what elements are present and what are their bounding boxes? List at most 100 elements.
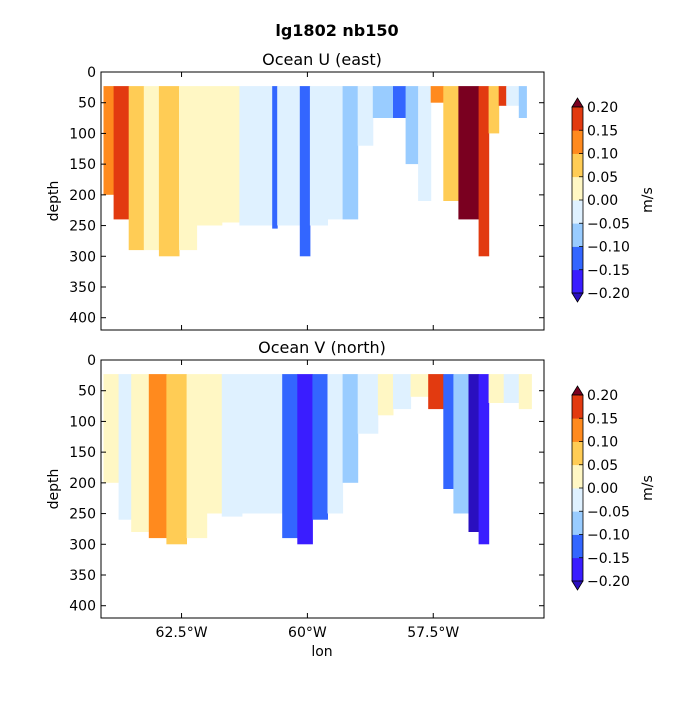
colorbar-swatch bbox=[572, 488, 583, 512]
contour-cell bbox=[458, 86, 479, 220]
colorbar-swatch bbox=[572, 130, 583, 154]
y-tick-label: 350 bbox=[69, 568, 96, 584]
colorbar-tick-label: 0.20 bbox=[587, 388, 618, 404]
colorbar-swatch bbox=[572, 223, 583, 247]
y-tick-label: 200 bbox=[69, 476, 96, 492]
colorbar-extend-top bbox=[571, 385, 584, 396]
contour-cell bbox=[143, 86, 160, 251]
y-tick-label: 300 bbox=[69, 537, 96, 553]
colorbar-tick-label: 0.05 bbox=[587, 458, 618, 474]
colorbar-extend-top bbox=[571, 97, 584, 108]
contour-cell bbox=[103, 86, 115, 195]
colorbar-swatch bbox=[572, 395, 583, 419]
contour-cell bbox=[342, 86, 359, 220]
x-tick-label: 62.5°W bbox=[156, 625, 208, 641]
y-label-v: depth bbox=[46, 469, 62, 510]
colorbar-swatch bbox=[572, 464, 583, 489]
contour-cell bbox=[410, 374, 429, 397]
colorbar-swatch bbox=[572, 557, 583, 582]
colorbar-v: −0.20 −0.15 −0.10 −0.05 0.00 0.05 0.10 0.15 0.20… bbox=[571, 385, 656, 591]
contour-cell bbox=[103, 374, 120, 483]
contour-cell bbox=[342, 374, 359, 483]
contour-cell bbox=[468, 374, 480, 532]
colorbar-swatch bbox=[572, 176, 583, 201]
contour-cell bbox=[428, 374, 444, 410]
figure-title: lg1802 nb150 bbox=[275, 21, 398, 40]
contour-cell bbox=[309, 86, 328, 226]
contour-cell bbox=[443, 374, 454, 489]
contour-cell bbox=[113, 86, 130, 220]
colorbar-tick-label: 0.05 bbox=[587, 170, 618, 186]
colorbar-label: m/s bbox=[640, 475, 656, 501]
y-tick-label: 250 bbox=[69, 507, 96, 523]
colorbar-tick-label: −0.10 bbox=[587, 528, 630, 544]
y-tick-label: 100 bbox=[69, 414, 96, 430]
contour-cell bbox=[488, 86, 500, 134]
plot-frame-v bbox=[100, 359, 545, 619]
contour-cell bbox=[148, 374, 167, 539]
y-tick-label: 300 bbox=[69, 249, 96, 265]
contour-cell bbox=[206, 374, 223, 514]
contour-cell bbox=[297, 374, 313, 545]
colorbar-tick-label: 0.00 bbox=[587, 481, 618, 497]
panel-ocean-u: Ocean U (east) 050100150200250300350400 … bbox=[46, 50, 545, 331]
y-label-u: depth bbox=[46, 181, 62, 222]
contour-cell bbox=[506, 86, 520, 106]
contour-cell bbox=[179, 86, 198, 251]
contour-cell bbox=[262, 374, 283, 514]
x-tick-label: 57.5°W bbox=[407, 625, 459, 641]
colorbar-tick-label: −0.20 bbox=[587, 286, 630, 302]
colorbar-u: −0.20 −0.15 −0.10 −0.05 0.00 0.05 0.10 0.15 0.20… bbox=[571, 97, 656, 303]
y-tick-label: 0 bbox=[87, 353, 96, 369]
contour-fill-u bbox=[103, 86, 527, 257]
contour-cell bbox=[478, 374, 490, 545]
y-axis-u: 0 50 100 150 200 250 300 350 400 bbox=[69, 65, 544, 327]
colorbar-tick-label: −0.05 bbox=[587, 504, 630, 520]
contour-cell bbox=[118, 374, 132, 520]
contour-cell bbox=[488, 374, 505, 403]
contour-cell bbox=[430, 86, 444, 103]
contour-cell bbox=[196, 86, 223, 226]
colorbar-extend-bottom bbox=[571, 292, 584, 303]
contour-cell bbox=[239, 86, 260, 226]
colorbar-tick-label: −0.20 bbox=[587, 574, 630, 590]
colorbar-swatch bbox=[572, 107, 583, 131]
colorbar-label: m/s bbox=[640, 187, 656, 213]
contour-cell bbox=[503, 374, 520, 403]
contour-cell bbox=[377, 374, 394, 416]
colorbar-swatch bbox=[572, 153, 583, 178]
y-tick-label: 250 bbox=[69, 219, 96, 235]
y-tick-label: 50 bbox=[78, 96, 96, 112]
plot-frame-u bbox=[100, 71, 545, 331]
panel-title-u: Ocean U (east) bbox=[262, 50, 382, 69]
contour-cell bbox=[443, 86, 459, 201]
contour-cell bbox=[478, 86, 490, 257]
contour-cell bbox=[299, 86, 311, 257]
panel-title-v: Ocean V (north) bbox=[258, 338, 386, 357]
contour-cell bbox=[282, 374, 298, 539]
colorbar-tick-label: 0.15 bbox=[587, 123, 618, 139]
colorbar-extend-bottom bbox=[571, 580, 584, 591]
colorbar-tick-label: −0.15 bbox=[587, 551, 630, 567]
panel-ocean-v: Ocean V (north) 0 50 100 150 200 250 300 350 400… bbox=[46, 338, 545, 660]
y-tick-label: 400 bbox=[69, 599, 96, 615]
y-tick-label: 50 bbox=[78, 384, 96, 400]
contour-cell bbox=[242, 374, 263, 514]
colorbar-tick-label: 0.15 bbox=[587, 411, 618, 427]
colorbar-swatch bbox=[572, 269, 583, 294]
y-tick-label: 100 bbox=[69, 126, 96, 142]
contour-cell bbox=[166, 374, 187, 545]
colorbar-tick-label: −0.15 bbox=[587, 263, 630, 279]
x-axis-u bbox=[181, 72, 434, 330]
colorbar-tick-label: −0.10 bbox=[587, 240, 630, 256]
colorbar-tick-label: 0.00 bbox=[587, 193, 618, 209]
contour-cell bbox=[357, 374, 379, 434]
colorbar-swatch bbox=[572, 418, 583, 442]
contour-cell bbox=[277, 86, 301, 226]
contour-cell bbox=[357, 86, 374, 146]
contour-cell bbox=[186, 374, 208, 539]
x-axis-v: 62.5°W 60°W 57.5°W bbox=[156, 360, 459, 641]
contour-cell bbox=[221, 374, 243, 517]
contour-cell bbox=[518, 86, 527, 118]
